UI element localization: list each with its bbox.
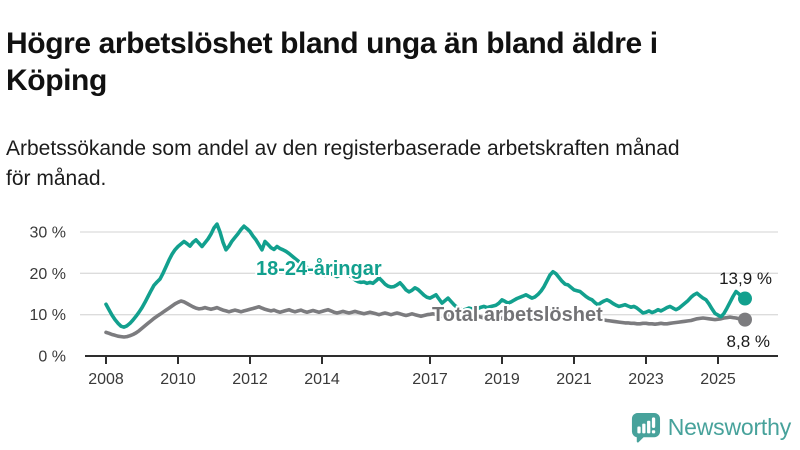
chart-svg: 0 % 10 % 20 % 30 % 2008 2010 2012 2014 2017 2019… [30, 222, 778, 388]
title-line-2: Köping [6, 64, 107, 98]
x-tick-label: 2017 [412, 371, 448, 388]
series-end-dot-total [738, 312, 752, 327]
title-line-1: Högre arbetslöshet bland unga än bland ä… [6, 27, 658, 61]
y-tick-label: 0 % [38, 349, 66, 366]
x-tick-label: 2023 [628, 371, 664, 388]
x-axis-labels: 2008 2010 2012 2014 2017 2019 2021 2023 2025 [88, 371, 736, 388]
logo-text: Newsworthy [667, 414, 791, 440]
y-axis-labels: 0 % 10 % 20 % 30 % [30, 225, 66, 366]
series-label-total: Total arbetslöshet [432, 304, 603, 326]
chart-subtitle: Arbetssökande som andel av den registerb… [6, 134, 680, 194]
subtitle-line-1: Arbetssökande som andel av den registerb… [6, 137, 680, 160]
x-tick-label: 2019 [484, 371, 520, 388]
x-tick-label: 2010 [160, 371, 196, 388]
subtitle-line-2: för månad. [6, 167, 107, 190]
y-tick-label: 30 % [30, 225, 66, 242]
page-title: Högre arbetslöshet bland unga än bland ä… [6, 25, 658, 99]
x-axis-ticks [105, 357, 719, 364]
x-tick-label: 2014 [304, 371, 340, 388]
series-line-total [104, 299, 747, 339]
series-end-dot-youth [738, 291, 752, 306]
series-label-youth: 18-24-åringar [256, 257, 382, 280]
series-line-youth [104, 222, 747, 329]
end-value-label-youth: 13,9 % [719, 269, 772, 288]
end-value-label-total: 8,8 % [727, 332, 770, 351]
y-tick-label: 20 % [30, 266, 66, 283]
speech-bubble-bar-chart-icon [631, 412, 660, 443]
x-tick-label: 2008 [88, 371, 124, 388]
newsworthy-logo: Newsworthy [630, 412, 791, 443]
y-tick-label: 10 % [30, 307, 66, 324]
line-chart: 0 % 10 % 20 % 30 % 2008 2010 2012 2014 2017 2019… [0, 205, 800, 400]
x-tick-label: 2021 [556, 371, 592, 388]
x-tick-label: 2025 [700, 371, 736, 388]
x-tick-label: 2012 [232, 371, 268, 388]
